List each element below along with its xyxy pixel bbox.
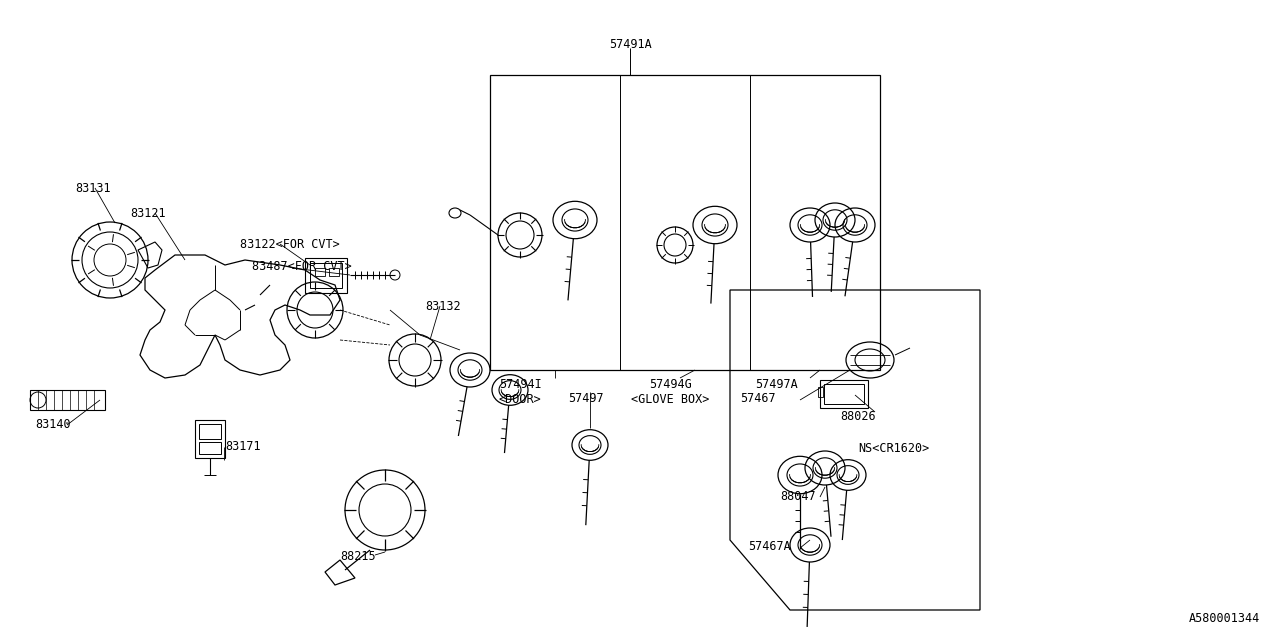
Text: 88026: 88026 [840,410,876,423]
Bar [305,258,347,293]
Text: 83171: 83171 [225,440,261,453]
Text: 83121: 83121 [131,207,165,220]
Text: 57467: 57467 [740,392,776,405]
Bar [824,384,864,404]
Bar [198,424,221,439]
Text: 57497: 57497 [568,392,604,405]
Bar [490,75,881,370]
Bar [820,380,868,408]
Bar [315,268,325,276]
Bar [329,268,339,276]
Text: 57494I
<DOOR>: 57494I <DOOR> [499,378,541,406]
Bar [310,263,342,288]
Text: 57494G
<GLOVE BOX>: 57494G <GLOVE BOX> [631,378,709,406]
Text: 83122<FOR CVT>: 83122<FOR CVT> [241,238,339,251]
Text: 83487<FOR CVT>: 83487<FOR CVT> [252,260,352,273]
Text: NS<CR1620>: NS<CR1620> [858,442,929,455]
Text: 88047: 88047 [780,490,815,503]
Text: 83132: 83132 [425,300,461,313]
Bar [198,442,221,454]
Bar [195,420,225,458]
Bar [818,387,823,397]
Text: 57491A: 57491A [608,38,652,51]
Text: 57467A: 57467A [748,540,791,553]
Text: 88215: 88215 [340,550,375,563]
Bar [29,390,105,410]
Text: 83140: 83140 [35,418,70,431]
Text: 57497A: 57497A [755,378,797,391]
Text: A580001344: A580001344 [1189,612,1260,625]
Text: 83131: 83131 [76,182,110,195]
